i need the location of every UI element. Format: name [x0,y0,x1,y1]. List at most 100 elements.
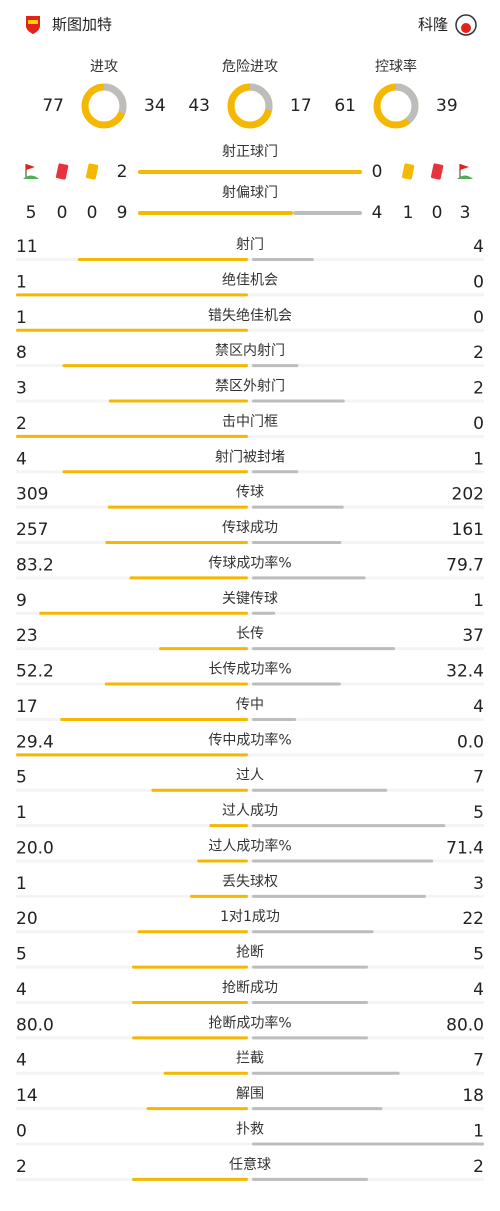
home-bar [108,399,248,403]
away-value: 3 [473,874,484,894]
home-value: 2 [117,162,128,182]
away-value: 17 [290,96,312,116]
stat-label: 过人成功 [222,803,278,819]
away-bar [252,824,446,828]
stat-label: 禁区外射门 [215,379,285,395]
away-bar [252,1036,368,1040]
away-yellow: 1 [403,203,414,223]
home-bar [129,576,248,580]
bar-track [16,717,484,721]
bar-track [16,859,484,863]
home-corners: 5 [26,203,37,223]
away-bar [252,1107,383,1111]
home-value: 1 [16,308,27,328]
bar-track [16,576,484,580]
home-bar [151,788,248,792]
red-card-icon [430,163,444,180]
home-bar [62,470,249,474]
bar-track [16,1036,484,1040]
home-bar [159,647,248,651]
home-bar [132,965,248,969]
home-bar [209,824,248,828]
away-bar [293,211,362,215]
bar-track [16,824,484,828]
home-value: 8 [16,343,27,363]
donut-label: 危险进攻 [222,59,278,75]
away-value: 22 [462,909,484,929]
home-bar [62,364,249,368]
away-bar [252,894,426,898]
away-value: 7 [473,768,484,788]
bar-track [16,505,484,509]
away-bar [252,682,341,686]
stat-label: 1对1成功 [220,909,280,925]
home-bar [16,753,248,757]
bar-track [16,930,484,934]
donut-away [227,83,273,129]
home-bar [138,211,294,215]
home-team: 斯图加特 [52,16,112,34]
bar-track [16,293,484,297]
home-bar [197,859,248,863]
away-value: 4 [372,203,383,223]
bar-track [16,788,484,792]
home-value: 20.0 [16,838,54,858]
home-logo [26,16,40,34]
bar-track [16,470,484,474]
home-value: 52.2 [16,662,54,682]
away-value: 2 [473,343,484,363]
away-value: 7 [473,1051,484,1071]
away-value: 161 [452,520,484,540]
home-yellow: 0 [87,203,98,223]
home-value: 309 [16,485,48,505]
away-bar [252,611,276,615]
home-value: 5 [16,945,27,965]
stat-label: 丢失球权 [222,874,278,890]
away-value: 37 [462,626,484,646]
away-bar [252,1071,400,1075]
away-value: 2 [473,1157,484,1177]
away-bar [252,788,388,792]
home-bar [163,1071,248,1075]
away-bar [252,1000,368,1004]
home-bar [132,1036,248,1040]
bar-track [16,1000,484,1004]
stat-label: 拦截 [236,1051,264,1067]
away-bar [252,647,396,651]
stat-label: 过人 [236,768,264,784]
away-value: 32.4 [446,662,484,682]
home-bar [60,717,248,721]
flag [460,164,469,170]
home-value: 4 [16,449,27,469]
away-value: 202 [452,485,484,505]
home-bar [16,293,248,297]
stat-label: 传球 [236,485,264,501]
away-value: 5 [473,803,484,823]
home-value: 2 [16,414,27,434]
away-bar [252,965,368,969]
home-value: 1 [16,272,27,292]
away-bar [252,399,345,403]
home-value: 4 [16,1051,27,1071]
home-bar [146,1107,248,1111]
donut-away [373,83,419,129]
home-bar [132,1000,248,1004]
donut-label: 进攻 [90,59,118,75]
home-value: 9 [16,591,27,611]
donut-label: 控球率 [375,58,417,75]
away-bar [252,717,297,721]
shot-label: 射偏球门 [222,185,278,201]
bar-track [16,328,484,332]
stat-label: 过人成功率% [208,837,291,854]
stat-label: 射门被封堵 [215,449,285,465]
home-bar [107,505,248,509]
bar-track [16,682,484,686]
bar-track [16,647,484,651]
away-value: 1 [473,1122,484,1142]
away-value: 2 [473,379,484,399]
away-red: 0 [432,203,443,223]
away-value: 18 [462,1086,484,1106]
home-value: 1 [16,874,27,894]
stat-label: 传球成功率% [208,554,291,571]
